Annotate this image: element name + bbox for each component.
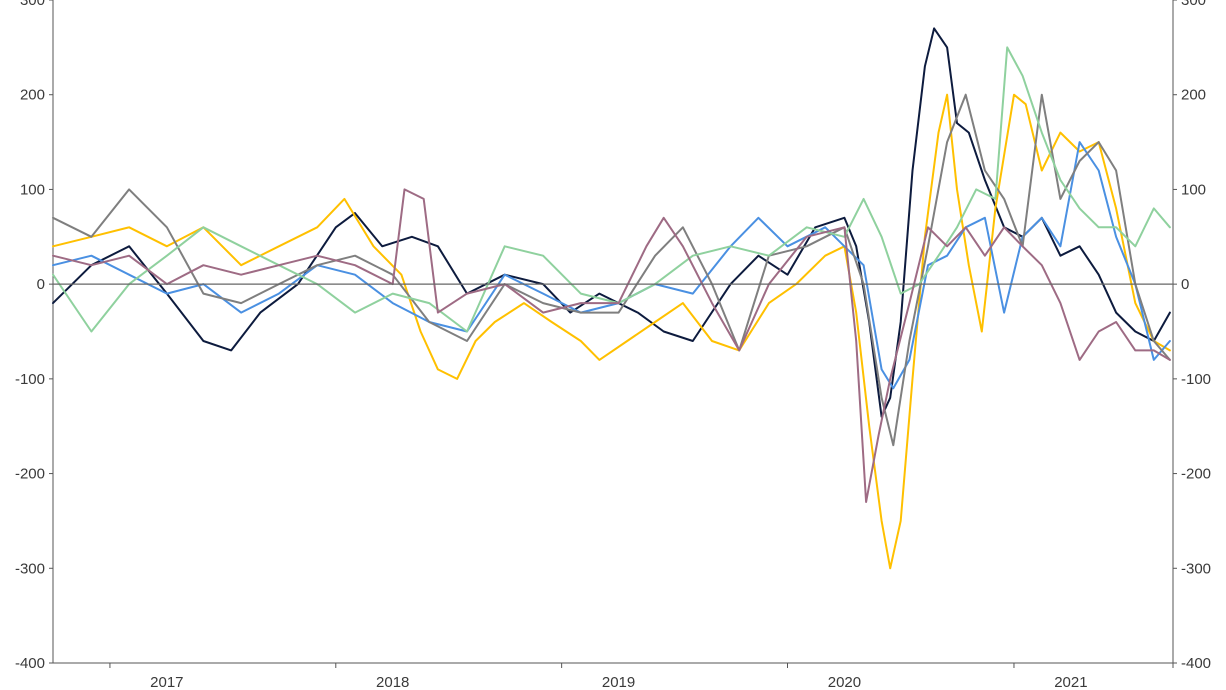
y-tick-label-left: -100 [15,371,45,388]
series-line-3 [52,141,1171,390]
y-tick-label-right: -100 [1181,371,1211,388]
y-tick-label-right: -200 [1181,466,1211,483]
axes: -400 -400 -300 -300 -200 -200 -100 -100 0 0 100 100… [15,0,1211,690]
y-tick-label-right: 0 [1181,276,1189,293]
y-tick-label-left: -300 [15,560,45,577]
y-tick-label-right: 100 [1181,181,1206,198]
series-line-1 [52,27,1171,418]
x-tick-label: 2021 [1054,674,1087,690]
x-tick-label: 2019 [602,674,635,690]
y-tick-label-right: 200 [1181,87,1206,104]
y-tick-label-left: -200 [15,466,45,483]
y-tick-label-left: 0 [37,276,45,293]
series-line-2 [52,93,1171,570]
y-tick-label-left: -400 [15,655,45,672]
series-group [52,27,1173,570]
y-tick-label-left: 300 [20,0,45,9]
y-tick-label-right: 300 [1181,0,1206,9]
series-line-6 [52,188,1171,503]
x-tick-label: 2018 [376,674,409,690]
y-tick-label-left: 200 [20,87,45,104]
x-tick-label: 2017 [150,674,183,690]
x-tick-label: 2020 [828,674,861,690]
y-tick-label-right: -400 [1181,655,1211,672]
series-line-5 [52,46,1171,333]
y-tick-label-left: 100 [20,181,45,198]
y-tick-label-right: -300 [1181,560,1211,577]
